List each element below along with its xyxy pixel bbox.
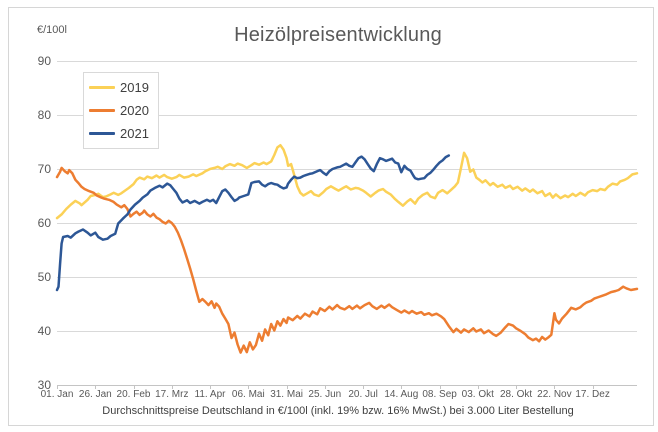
x-tick-label: 08. Sep <box>422 389 457 400</box>
chart-caption: Durchschnittspreise Deutschland in €/100… <box>102 405 574 417</box>
legend-item-2019: 2019 <box>84 76 158 99</box>
x-tick-mark <box>286 385 288 389</box>
x-tick-mark <box>95 385 97 389</box>
gridline-60 <box>57 223 637 224</box>
x-tick-label: 22. Nov <box>537 389 572 400</box>
series-svg <box>55 143 639 354</box>
chart-frame: Heizölpreisentwicklung €/100l 90 80 70 60 50… <box>8 7 654 426</box>
y-tick-label-90: 90 <box>37 54 51 68</box>
x-tick-label: 17. Dez <box>575 389 610 400</box>
plot-area <box>55 61 639 386</box>
legend-swatch-2021 <box>89 132 115 135</box>
x-tick-mark <box>324 385 326 389</box>
x-tick-label: 03. Okt <box>461 389 494 400</box>
x-tick-mark <box>439 385 441 389</box>
x-tick-mark <box>477 385 479 389</box>
x-tick-mark <box>516 385 518 389</box>
x-tick-label: 20. Feb <box>116 389 151 400</box>
x-tick-mark <box>554 385 556 389</box>
legend-label-2019: 2019 <box>120 80 149 95</box>
legend: 2019 2020 2021 <box>83 72 159 149</box>
x-tick-label: 25. Jun <box>308 389 342 400</box>
series-line-2019 <box>55 143 639 220</box>
x-tick-mark <box>210 385 211 389</box>
x-tick-mark <box>401 385 403 389</box>
chart-title: Heizölpreisentwicklung <box>234 24 442 46</box>
x-tick-label: 17. Mrz <box>155 389 189 400</box>
x-tick-label: 14. Aug <box>384 389 419 400</box>
x-tick-mark <box>57 385 58 389</box>
gridline-80 <box>57 115 637 116</box>
legend-item-2021: 2021 <box>84 122 158 145</box>
x-tick-label: 20. Jul <box>348 389 378 400</box>
gridline-30 <box>57 385 637 386</box>
y-tick-label-50: 50 <box>37 270 51 284</box>
y-tick-label-60: 60 <box>37 216 51 230</box>
x-tick-label: 11. Apr <box>194 389 226 400</box>
legend-item-2020: 2020 <box>84 99 158 122</box>
legend-swatch-2019 <box>89 86 115 89</box>
x-tick-mark <box>592 385 594 389</box>
x-tick-mark <box>363 385 365 389</box>
y-tick-label-70: 70 <box>37 162 51 176</box>
x-tick-label: 31. Mai <box>270 389 303 400</box>
legend-label-2021: 2021 <box>120 126 149 141</box>
y-tick-label-30: 30 <box>37 378 51 392</box>
x-tick-label: 28. Okt <box>499 389 533 400</box>
x-tick-mark <box>171 385 173 389</box>
series-line-2021 <box>55 154 451 292</box>
series-line-2020 <box>55 166 639 354</box>
gridline-40 <box>57 331 637 332</box>
gridline-90 <box>57 61 637 62</box>
legend-swatch-2020 <box>89 109 115 112</box>
x-tick-mark <box>248 385 250 389</box>
y-tick-label-80: 80 <box>37 108 51 122</box>
legend-label-2020: 2020 <box>120 103 149 118</box>
y-tick-label-40: 40 <box>37 324 51 338</box>
x-tick-label: 01. Jan <box>40 389 74 400</box>
y-axis-unit-label: €/100l <box>37 24 67 36</box>
gridline-70 <box>57 169 637 170</box>
x-tick-label: 06. Mai <box>231 389 265 400</box>
gridline-50 <box>57 277 637 278</box>
x-tick-label: 26. Jan <box>78 389 112 400</box>
x-tick-mark <box>133 385 135 389</box>
